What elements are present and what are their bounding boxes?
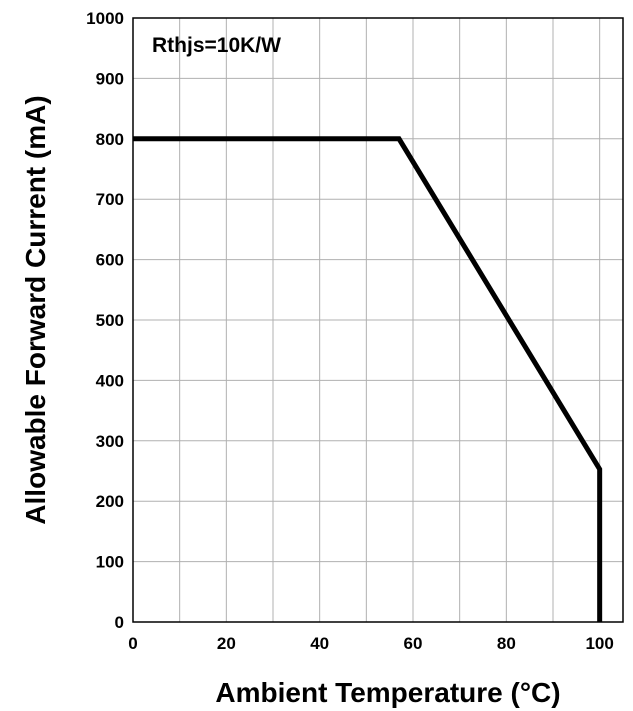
- y-tick-label: 500: [96, 311, 124, 330]
- y-tick-label: 700: [96, 190, 124, 209]
- y-tick-label: 800: [96, 130, 124, 149]
- x-axis-title: Ambient Temperature (°C): [215, 677, 560, 708]
- y-tick-label: 1000: [86, 9, 124, 28]
- y-tick-label: 200: [96, 492, 124, 511]
- y-tick-label: 400: [96, 371, 124, 390]
- y-tick-label: 600: [96, 251, 124, 270]
- series-line: [133, 136, 603, 622]
- plot-area-border: [132, 17, 624, 623]
- annotation-rthjs: Rthjs=10K/W: [152, 34, 281, 57]
- y-axis-title: Allowable Forward Current (mA): [20, 95, 51, 524]
- x-tick-label: 0: [128, 634, 137, 653]
- y-tick-label: 0: [115, 613, 124, 632]
- grid: [132, 17, 624, 623]
- y-tick-labels: 0 100 200 300 400 500 600 700 800 900 1000: [86, 9, 124, 632]
- x-tick-label: 80: [497, 634, 516, 653]
- x-tick-label: 60: [404, 634, 423, 653]
- x-tick-labels: 0 20 40 60 80 100: [128, 634, 614, 653]
- x-tick-label: 100: [585, 634, 613, 653]
- x-tick-label: 40: [310, 634, 329, 653]
- y-tick-label: 900: [96, 69, 124, 88]
- series-group: [133, 136, 603, 622]
- x-tick-label: 20: [217, 634, 236, 653]
- y-tick-label: 300: [96, 432, 124, 451]
- y-tick-label: 100: [96, 553, 124, 572]
